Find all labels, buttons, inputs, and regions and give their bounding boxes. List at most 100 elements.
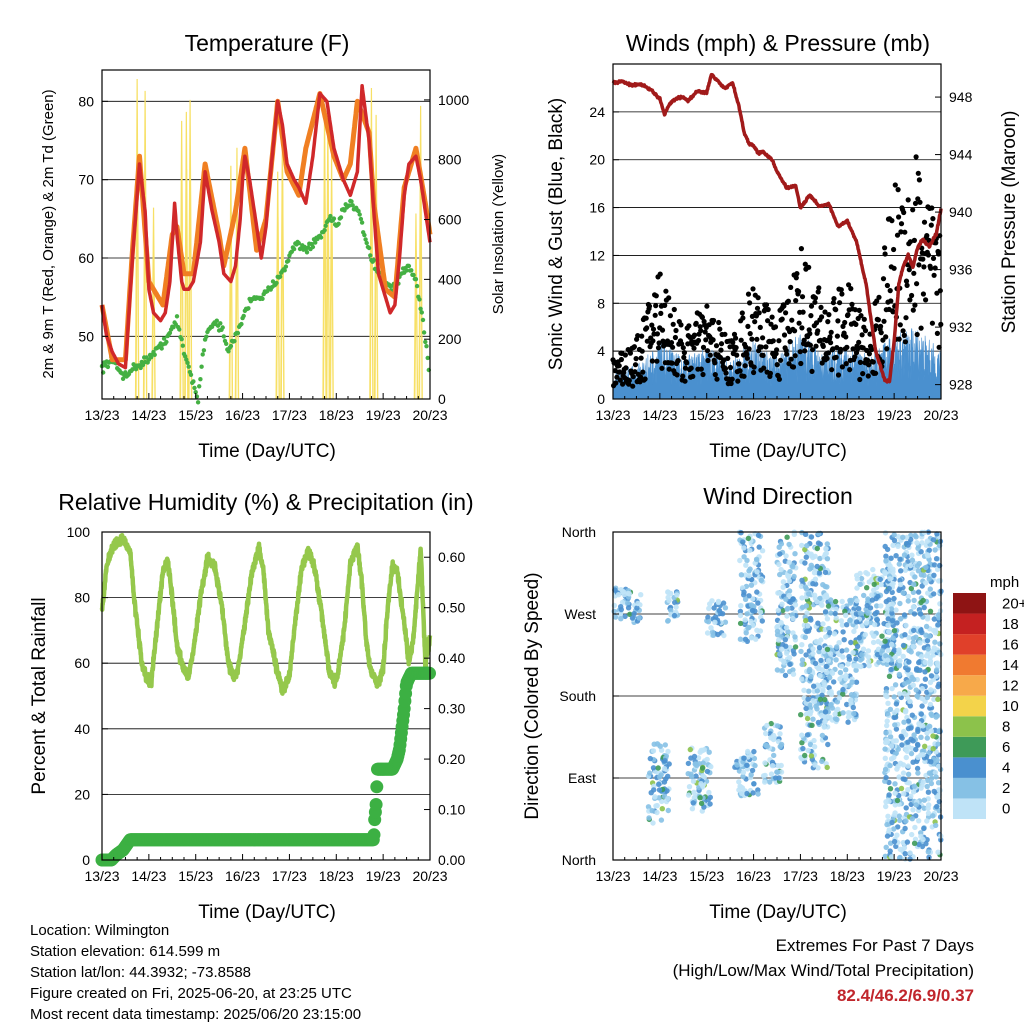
gust-point: [654, 331, 661, 337]
direction-point: [896, 671, 902, 678]
gust-point: [760, 352, 766, 358]
gust-point: [772, 324, 779, 330]
direction-point: [828, 610, 834, 616]
solar-ytick-label: 800: [438, 152, 462, 168]
direction-point: [854, 619, 860, 625]
direction-point: [907, 698, 913, 705]
direction-xlabel: Time (Day/UTC): [709, 902, 847, 923]
gust-point: [698, 328, 704, 334]
dewpoint-point: [404, 268, 409, 273]
direction-point: [908, 649, 914, 655]
direction-point: [857, 581, 863, 587]
gust-point: [733, 335, 739, 341]
direction-point: [777, 651, 783, 657]
direction-point: [914, 765, 921, 772]
direction-point: [840, 654, 846, 660]
direction-point: [920, 779, 926, 785]
direction-point: [898, 733, 904, 739]
direction-point: [807, 741, 814, 748]
direction-point: [911, 732, 917, 738]
direction-point: [900, 642, 907, 649]
direction-point: [758, 577, 764, 584]
direction-point: [864, 585, 870, 591]
direction-point: [687, 746, 693, 753]
gust-point: [914, 281, 920, 287]
direction-point: [897, 817, 903, 824]
direction-point: [738, 603, 744, 609]
direction-point: [936, 787, 942, 793]
gust-point: [793, 275, 799, 281]
direction-point: [866, 579, 872, 585]
gust-point: [887, 288, 893, 294]
direction-point: [901, 791, 907, 797]
gust-point: [799, 294, 806, 300]
gust-point: [866, 351, 873, 357]
direction-point: [931, 591, 937, 597]
direction-point: [804, 715, 811, 722]
direction-point: [740, 539, 746, 545]
colorbar-label: 6: [1002, 739, 1010, 756]
dewpoint-point: [188, 372, 194, 377]
solar-ytick-label: 0: [438, 391, 446, 407]
gust-point: [925, 252, 932, 258]
temp-2m-line: [100, 83, 432, 370]
direction-point: [869, 597, 876, 603]
colorbar-swatch: [953, 654, 986, 676]
direction-point: [700, 760, 706, 766]
direction-point: [741, 554, 747, 560]
direction-point: [866, 663, 872, 669]
direction-point: [691, 753, 698, 760]
direction-point: [832, 715, 839, 722]
humidity-ytick-label: 100: [67, 524, 91, 540]
direction-point: [932, 547, 938, 553]
direction-point: [705, 614, 711, 620]
gust-point: [833, 354, 839, 360]
temperature-ylabel: 2m & 9m T (Red, Orange) & 2m Td (Green): [40, 89, 57, 378]
direction-point: [843, 676, 849, 682]
direction-ytick-label: South: [559, 688, 596, 704]
dewpoint-point: [413, 277, 419, 282]
direction-point: [665, 807, 671, 814]
direction-point: [828, 701, 834, 708]
direction-point: [903, 732, 909, 738]
direction-point: [840, 691, 846, 697]
direction-point: [918, 654, 925, 660]
direction-point: [783, 624, 790, 631]
direction-point: [901, 691, 907, 697]
direction-point: [817, 555, 823, 562]
dewpoint-point: [411, 272, 416, 278]
direction-point: [893, 726, 900, 732]
gust-point: [806, 264, 812, 270]
solar-spike: [414, 250, 418, 400]
direction-point: [707, 801, 713, 807]
direction-point: [839, 598, 845, 605]
pressure-ytick-label: 940: [949, 204, 973, 220]
direction-point: [809, 722, 815, 728]
dewpoint-point: [220, 325, 225, 330]
direction-point: [811, 570, 818, 576]
direction-point: [812, 660, 819, 667]
gust-point: [798, 360, 804, 367]
direction-point: [921, 572, 927, 578]
direction-point: [925, 810, 932, 816]
direction-point: [748, 772, 754, 778]
direction-point: [833, 657, 839, 663]
gust-point: [890, 309, 896, 315]
gust-point: [703, 337, 709, 343]
direction-point: [871, 587, 877, 593]
gust-point: [691, 332, 698, 338]
direction-point: [905, 739, 911, 745]
gust-point: [631, 344, 638, 350]
direction-point: [910, 643, 916, 650]
direction-point: [857, 570, 863, 577]
direction-point: [883, 803, 889, 810]
dewpoint-point: [310, 244, 316, 250]
gust-point: [907, 297, 913, 303]
direction-point: [786, 541, 792, 548]
colorbar-swatch: [953, 675, 986, 696]
gust-point: [796, 288, 802, 295]
gust-point: [847, 367, 853, 373]
direction-point: [811, 683, 817, 689]
direction-point: [892, 722, 898, 728]
colorbar-swatch: [953, 634, 986, 655]
